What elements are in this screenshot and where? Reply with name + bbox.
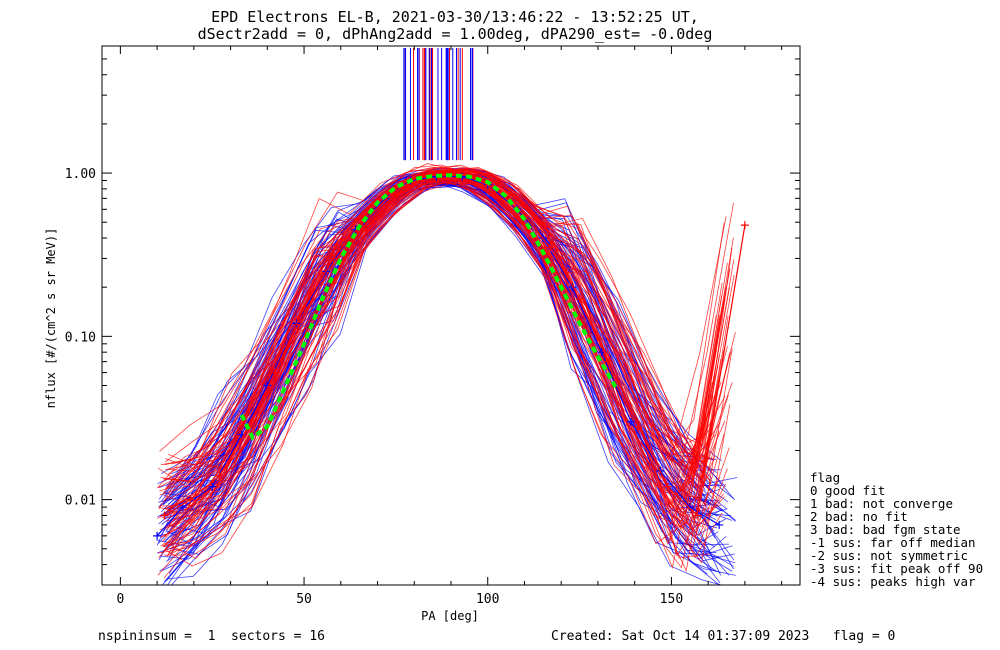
trace-line [157, 179, 719, 548]
data-point [270, 368, 279, 377]
trace-line [168, 170, 713, 489]
data-point [208, 482, 217, 491]
x-tick-label: 50 [296, 592, 312, 607]
chart-title-line1: EPD Electrons EL-B, 2021-03-30/13:46:22 … [211, 8, 699, 26]
trace-line [161, 174, 722, 543]
data-point [153, 531, 162, 540]
data-point [634, 422, 643, 431]
data-point [329, 254, 338, 263]
y-tick-label: 1.00 [65, 167, 96, 182]
x-axis-label: PA [deg] [421, 609, 479, 623]
trace-line [168, 166, 721, 467]
chart-title-line2: dSectr2add = 0, dPhAng2add = 1.00deg, dP… [198, 25, 713, 43]
y-axis-label: nflux [#/(cm^2 s sr MeV)] [44, 228, 58, 409]
data-point [439, 169, 448, 178]
legend-entry: -2 sus: not symmetric [810, 548, 968, 563]
trace-line [164, 169, 723, 485]
series-line-2 [239, 173, 619, 441]
data-point [715, 520, 724, 529]
data-point [160, 511, 169, 520]
data-point [627, 417, 636, 426]
x-tick-label: 100 [476, 592, 499, 607]
data-point [215, 471, 224, 480]
data-point [568, 283, 577, 292]
legend-entry: 3 bad: bad fgm state [810, 522, 961, 537]
footer-right: Created: Sat Oct 14 01:37:09 2023 flag =… [551, 629, 895, 644]
trace-line [166, 177, 727, 560]
data-point [575, 294, 584, 303]
data-point [186, 495, 195, 504]
legend-entry: -3 sus: fit peak off 90 [810, 561, 983, 576]
trace-line [157, 179, 726, 576]
data-point [693, 511, 702, 520]
legend-entry: 0 good fit [810, 483, 885, 498]
x-tick-label: 0 [116, 592, 124, 607]
data-traces [153, 48, 749, 585]
legend-title: flag [810, 470, 840, 485]
y-tick-label: 0.01 [65, 494, 96, 509]
trace-line [165, 179, 728, 551]
y-tick-label: 0.10 [65, 330, 96, 345]
trace-line [157, 164, 730, 489]
data-point [546, 243, 555, 252]
trace-line [163, 174, 709, 547]
legend-entry: 2 bad: no fit [810, 509, 908, 524]
trace-line [159, 163, 725, 462]
trace-line [171, 179, 733, 557]
legend-entry: 1 bad: not converge [810, 496, 953, 511]
data-point [663, 482, 672, 491]
trace-line [164, 175, 730, 556]
x-tick-label: 150 [660, 592, 683, 607]
legend-entry: -1 sus: far off median [810, 535, 976, 550]
trace-line [167, 169, 709, 511]
legend: flag 0 good fit 1 bad: not converge 2 ba… [810, 470, 983, 589]
data-point [740, 221, 749, 230]
trace-line [158, 177, 725, 558]
data-point [685, 503, 694, 512]
legend-entry: -4 sus: peaks high var [810, 574, 976, 589]
trace-line [165, 175, 712, 527]
footer-left: nspininsum = 1 sectors = 16 [98, 629, 325, 644]
plot-area: 0 50 100 150 0.01 0.10 1.00 [65, 45, 801, 607]
trace-line [160, 179, 717, 573]
trace-line [165, 168, 719, 479]
data-point [604, 357, 613, 366]
data-point [300, 303, 309, 312]
trace-line [165, 173, 734, 490]
